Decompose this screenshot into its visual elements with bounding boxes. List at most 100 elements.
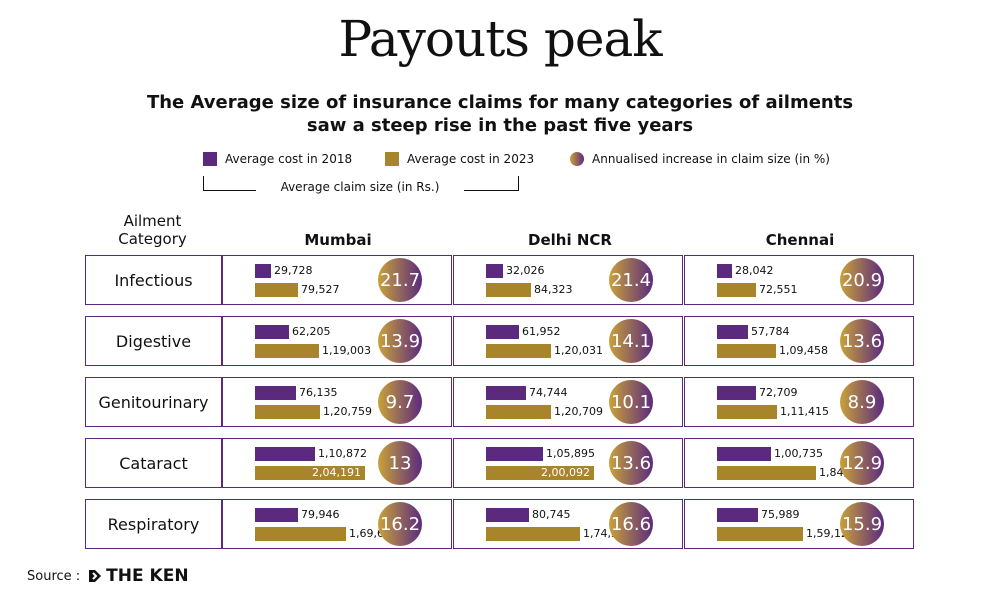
category-row: Respiratory 79,946 1,69,641 16.2 80,745 1,74,… bbox=[85, 499, 915, 549]
bar-2023-delhi-ncr-genitourinary bbox=[486, 405, 551, 419]
value-label-2018-delhi-ncr-infectious: 32,026 bbox=[506, 264, 545, 277]
value-label-2018-mumbai-respiratory: 79,946 bbox=[301, 508, 340, 521]
value-label-2018-mumbai-cataract: 1,10,872 bbox=[318, 447, 367, 460]
bar-2023-delhi-ncr-digestive bbox=[486, 344, 551, 358]
category-label-cataract: Cataract bbox=[85, 438, 222, 488]
claim-size-label: Average claim size (in Rs.) bbox=[280, 180, 440, 194]
claim-size-bracket-right bbox=[464, 176, 519, 191]
city-header-chennai: Chennai bbox=[765, 231, 835, 249]
increase-bubble-mumbai-digestive: 13.9 bbox=[378, 319, 422, 363]
legend-swatch-increase bbox=[570, 152, 584, 166]
increase-bubble-mumbai-genitourinary: 9.7 bbox=[378, 380, 422, 424]
cell-mumbai-respiratory: 79,946 1,69,641 16.2 bbox=[222, 499, 452, 549]
cell-mumbai-infectious: 29,728 79,527 21.7 bbox=[222, 255, 452, 305]
bar-2018-chennai-cataract bbox=[717, 447, 771, 461]
increase-bubble-delhi-ncr-cataract: 13.6 bbox=[609, 441, 653, 485]
value-label-2023-mumbai-infectious: 79,527 bbox=[301, 283, 340, 296]
value-label-2018-mumbai-digestive: 62,205 bbox=[292, 325, 331, 338]
increase-bubble-mumbai-infectious: 21.7 bbox=[378, 258, 422, 302]
category-label-infectious: Infectious bbox=[85, 255, 222, 305]
chart-title: Payouts peak bbox=[338, 10, 662, 68]
value-label-2018-delhi-ncr-digestive: 61,952 bbox=[522, 325, 561, 338]
cell-delhi-ncr-cataract: 1,05,895 2,00,092 13.6 bbox=[453, 438, 683, 488]
brand-name: THE KEN bbox=[106, 566, 189, 586]
increase-bubble-delhi-ncr-digestive: 14.1 bbox=[609, 319, 653, 363]
value-label-2023-mumbai-genitourinary: 1,20,759 bbox=[323, 405, 372, 418]
increase-bubble-chennai-cataract: 12.9 bbox=[840, 441, 884, 485]
cell-chennai-respiratory: 75,989 1,59,123 15.9 bbox=[684, 499, 914, 549]
bar-2018-delhi-ncr-genitourinary bbox=[486, 386, 526, 400]
bar-2018-delhi-ncr-cataract bbox=[486, 447, 543, 461]
category-header-line2: Category bbox=[118, 230, 187, 248]
category-row: Genitourinary 76,135 1,20,759 9.7 74,744 1,20… bbox=[85, 377, 915, 427]
category-row: Digestive 62,205 1,19,003 13.9 61,952 1,20,03… bbox=[85, 316, 915, 366]
legend-swatch-2018 bbox=[203, 152, 217, 166]
value-label-2023-mumbai-digestive: 1,19,003 bbox=[322, 344, 371, 357]
increase-bubble-delhi-ncr-respiratory: 16.6 bbox=[609, 502, 653, 546]
value-label-2018-mumbai-genitourinary: 76,135 bbox=[299, 386, 338, 399]
value-label-2018-chennai-infectious: 28,042 bbox=[735, 264, 774, 277]
category-header: Ailment Category bbox=[85, 212, 220, 248]
value-label-2018-chennai-genitourinary: 72,709 bbox=[759, 386, 798, 399]
bar-2023-mumbai-genitourinary bbox=[255, 405, 320, 419]
city-header-mumbai: Mumbai bbox=[304, 231, 372, 249]
city-header-delhi: Delhi NCR bbox=[528, 231, 612, 249]
legend-2023: Average cost in 2023 bbox=[385, 152, 534, 166]
bar-2023-mumbai-respiratory bbox=[255, 527, 346, 541]
cell-chennai-genitourinary: 72,709 1,11,415 8.9 bbox=[684, 377, 914, 427]
bar-2023-delhi-ncr-respiratory bbox=[486, 527, 580, 541]
chart-subtitle-line1: The Average size of insurance claims for… bbox=[146, 92, 854, 113]
cell-delhi-ncr-infectious: 32,026 84,323 21.4 bbox=[453, 255, 683, 305]
value-label-2018-delhi-ncr-cataract: 1,05,895 bbox=[546, 447, 595, 460]
source-label: Source : bbox=[27, 568, 81, 584]
category-header-line1: Ailment bbox=[123, 212, 182, 230]
category-label-genitourinary: Genitourinary bbox=[85, 377, 222, 427]
legend-label-2023: Average cost in 2023 bbox=[407, 152, 535, 166]
bar-2018-mumbai-genitourinary bbox=[255, 386, 296, 400]
increase-bubble-mumbai-cataract: 13 bbox=[378, 441, 422, 485]
value-label-2023-delhi-ncr-digestive: 1,20,031 bbox=[554, 344, 603, 357]
increase-bubble-chennai-respiratory: 15.9 bbox=[840, 502, 884, 546]
bar-2018-delhi-ncr-digestive bbox=[486, 325, 519, 339]
cell-delhi-ncr-digestive: 61,952 1,20,031 14.1 bbox=[453, 316, 683, 366]
brand-icon bbox=[89, 570, 102, 582]
value-label-2018-chennai-digestive: 57,784 bbox=[751, 325, 790, 338]
bar-2018-chennai-digestive bbox=[717, 325, 748, 339]
increase-bubble-delhi-ncr-genitourinary: 10.1 bbox=[609, 380, 653, 424]
category-label-respiratory: Respiratory bbox=[85, 499, 222, 549]
bar-2018-mumbai-respiratory bbox=[255, 508, 298, 522]
legend-label-2018: Average cost in 2018 bbox=[225, 152, 353, 166]
legend-label-increase: Annualised increase in claim size (in %) bbox=[592, 152, 830, 166]
value-label-2023-delhi-ncr-cataract: 2,00,092 bbox=[541, 466, 590, 479]
source-line: Source : THE KEN bbox=[27, 566, 189, 586]
bar-2018-mumbai-infectious bbox=[255, 264, 271, 278]
increase-bubble-mumbai-respiratory: 16.2 bbox=[378, 502, 422, 546]
legend-increase: Annualised increase in claim size (in %) bbox=[570, 152, 830, 166]
bar-2018-mumbai-digestive bbox=[255, 325, 289, 339]
brand-logo: THE KEN bbox=[88, 566, 189, 586]
value-label-2023-chennai-digestive: 1,09,458 bbox=[779, 344, 828, 357]
value-label-2018-chennai-respiratory: 75,989 bbox=[761, 508, 800, 521]
value-label-2018-delhi-ncr-genitourinary: 74,744 bbox=[529, 386, 568, 399]
legend-2018: Average cost in 2018 bbox=[203, 152, 352, 166]
value-label-2023-delhi-ncr-genitourinary: 1,20,709 bbox=[554, 405, 603, 418]
cell-chennai-digestive: 57,784 1,09,458 13.6 bbox=[684, 316, 914, 366]
chart-subtitle-line2: saw a steep rise in the past five years bbox=[306, 115, 694, 136]
bar-2023-chennai-digestive bbox=[717, 344, 776, 358]
bar-2023-mumbai-infectious bbox=[255, 283, 298, 297]
cell-delhi-ncr-respiratory: 80,745 1,74,337 16.6 bbox=[453, 499, 683, 549]
value-label-2023-chennai-genitourinary: 1,11,415 bbox=[780, 405, 829, 418]
value-label-2023-mumbai-cataract: 2,04,191 bbox=[312, 466, 361, 479]
bar-2023-mumbai-cataract bbox=[255, 466, 365, 480]
value-label-2018-chennai-cataract: 1,00,735 bbox=[774, 447, 823, 460]
category-row: Cataract 1,10,872 2,04,191 13 1,05,895 2,00,0… bbox=[85, 438, 915, 488]
increase-bubble-chennai-infectious: 20.9 bbox=[840, 258, 884, 302]
bar-2023-chennai-respiratory bbox=[717, 527, 803, 541]
bar-2023-delhi-ncr-infectious bbox=[486, 283, 531, 297]
legend-swatch-2023 bbox=[385, 152, 399, 166]
cell-mumbai-digestive: 62,205 1,19,003 13.9 bbox=[222, 316, 452, 366]
claim-size-bracket-left bbox=[203, 176, 256, 191]
bar-2023-chennai-infectious bbox=[717, 283, 756, 297]
value-label-2023-chennai-infectious: 72,551 bbox=[759, 283, 798, 296]
value-label-2018-mumbai-infectious: 29,728 bbox=[274, 264, 313, 277]
